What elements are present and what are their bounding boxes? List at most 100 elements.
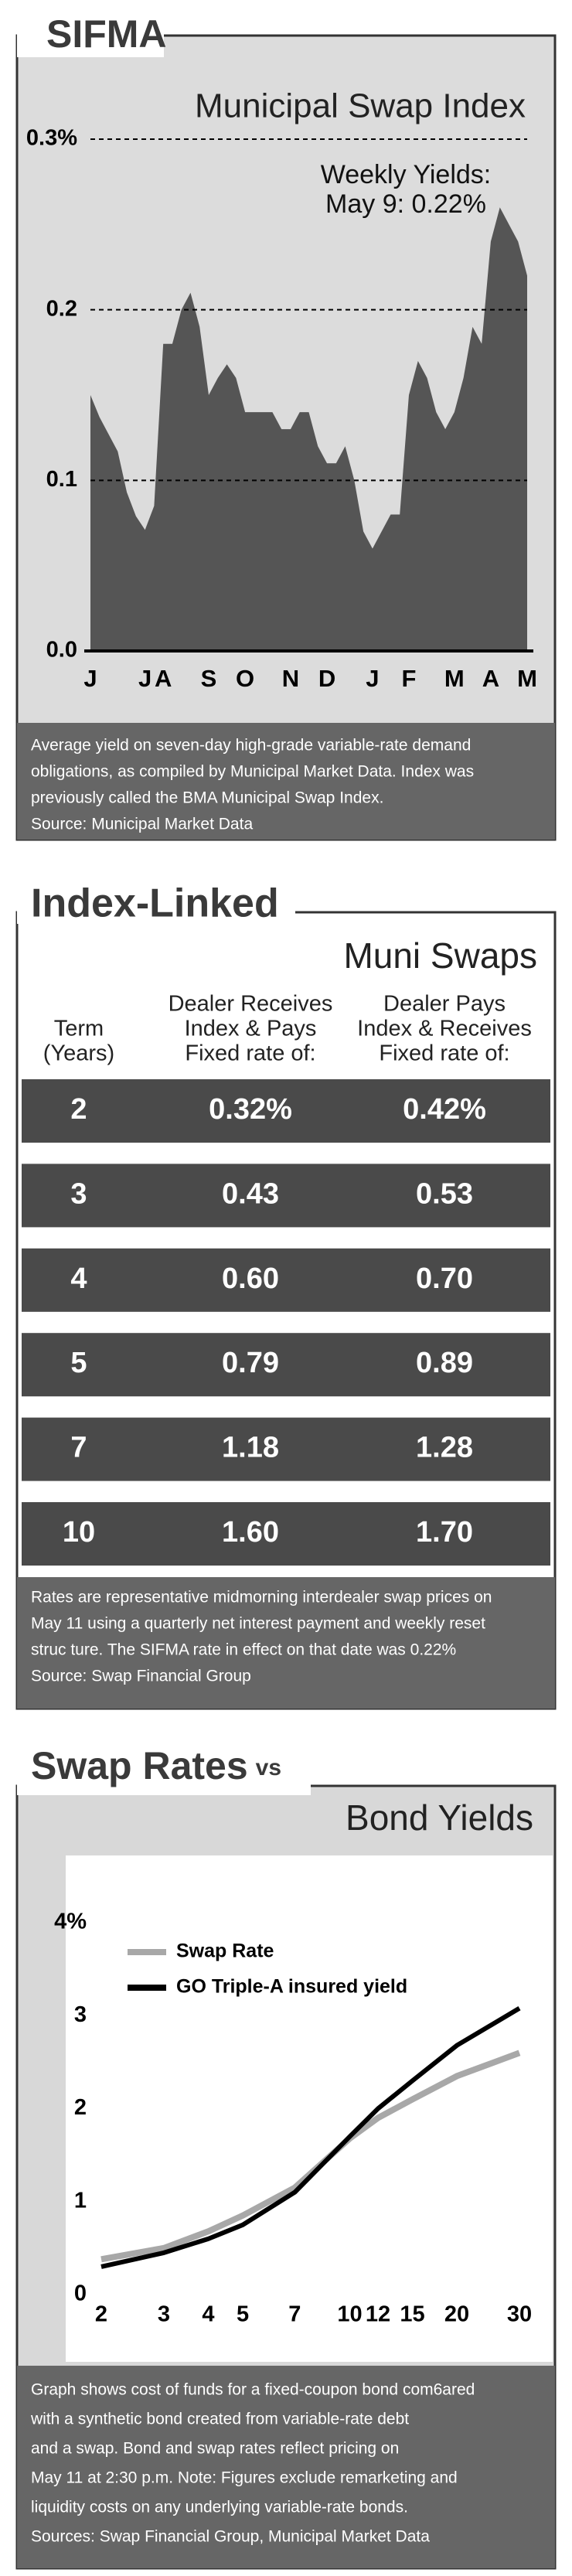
x-tick-label: F <box>402 665 417 692</box>
y-tick-label: 3 <box>74 2002 87 2027</box>
caption-line: Source: Swap Financial Group <box>31 1668 251 1685</box>
x-tick-label: A <box>482 665 499 692</box>
caption-box <box>17 2366 555 2568</box>
title-suffix: vs <box>256 1755 281 1780</box>
annotation: May 9: 0.22% <box>325 189 486 219</box>
table-row <box>22 1417 550 1481</box>
caption-line: Rates are representative midmorning inte… <box>31 1589 492 1607</box>
caption-line: Sources: Swap Financial Group, Municipal… <box>31 2528 430 2546</box>
x-tick-label: 3 <box>158 2302 170 2327</box>
y-tick-label: 1 <box>74 2188 87 2213</box>
y-tick-label: 0.1 <box>46 467 77 492</box>
title-main: Swap Rates <box>31 1744 248 1787</box>
series-line <box>100 2006 521 2269</box>
column-header: Index & Receives <box>357 1017 532 1041</box>
x-tick-label: 30 <box>507 2302 532 2327</box>
caption-line: May 11 at 2:30 p.m. Note: Figures exclud… <box>31 2469 458 2487</box>
column-header: Dealer Pays <box>383 992 506 1017</box>
x-tick-label: M <box>444 665 465 692</box>
caption-line: with a synthetic bond created from varia… <box>30 2411 409 2428</box>
table-cell: 4 <box>70 1262 87 1295</box>
table-row <box>22 1502 550 1566</box>
column-header: Term <box>54 1017 104 1041</box>
table-cell: 1.70 <box>416 1516 473 1549</box>
x-tick-label: 5 <box>237 2302 249 2327</box>
y-tick-label: 0.2 <box>46 296 77 321</box>
table-row <box>22 1333 550 1397</box>
x-tick-label: 15 <box>400 2302 424 2327</box>
caption-line: Average yield on seven-day high-grade va… <box>31 737 471 755</box>
area <box>90 207 527 651</box>
x-tick-label: O <box>236 665 254 692</box>
title-backing <box>17 11 164 57</box>
chart-subtitle: Bond Yields <box>346 1797 533 1838</box>
table-row <box>22 1079 550 1143</box>
table-cell: 1.18 <box>222 1432 279 1464</box>
annotation: Weekly Yields: <box>321 160 491 189</box>
table-subtitle: Muni Swaps <box>343 935 537 976</box>
x-tick-label: 12 <box>366 2302 390 2327</box>
table-cell: 0.89 <box>416 1347 473 1379</box>
y-tick-label: 0.3% <box>26 126 77 151</box>
caption-line: Graph shows cost of funds for a fixed-co… <box>31 2381 475 2399</box>
table-cell: 1.60 <box>222 1516 279 1549</box>
caption-line: struc ture. The SIFMA rate in effect on … <box>31 1641 456 1659</box>
table-cell: 1.28 <box>416 1432 473 1464</box>
x-tick-label: 7 <box>288 2302 301 2327</box>
table-title: Index-Linked <box>31 881 279 926</box>
x-tick-label: 4 <box>202 2302 214 2327</box>
column-header: Fixed rate of: <box>379 1041 509 1066</box>
table-cell: 10 <box>63 1516 95 1549</box>
y-tick-label: 4% <box>54 1910 87 1934</box>
legend-label: GO Triple-A insured yield <box>176 1976 407 1998</box>
x-tick-label: 10 <box>337 2302 362 2327</box>
chart-title: Swap Rates vs <box>31 1744 281 1787</box>
x-tick-label: J <box>366 665 379 692</box>
table-cell: 5 <box>70 1347 87 1379</box>
table-cell: 0.79 <box>222 1347 279 1379</box>
x-tick-label: N <box>282 665 299 692</box>
caption-box <box>17 1577 555 1709</box>
caption-line: May 11 using a quarterly net interest pa… <box>31 1615 485 1633</box>
y-tick-label: 0.0 <box>46 638 77 663</box>
x-tick-label: D <box>318 665 335 692</box>
column-header: Fixed rate of: <box>185 1041 315 1066</box>
y-tick-label: 0 <box>74 2281 87 2306</box>
x-tick-label: 20 <box>444 2302 469 2327</box>
x-tick-label: A <box>155 665 172 692</box>
column-header: Index & Pays <box>185 1017 317 1041</box>
table-cell: 0.32% <box>209 1093 292 1126</box>
table-cell: 3 <box>70 1177 87 1210</box>
table-row <box>22 1248 550 1312</box>
x-tick-label: M <box>517 665 537 692</box>
caption-line: previously called the BMA Municipal Swap… <box>31 789 383 807</box>
caption-line: Source: Municipal Market Data <box>31 816 253 833</box>
x-tick-label: J <box>83 665 97 692</box>
caption-line: obligations, as compiled by Municipal Ma… <box>31 763 474 781</box>
caption-line: liquidity costs on any underlying variab… <box>31 2499 408 2516</box>
x-tick-label: J <box>138 665 152 692</box>
caption-box <box>17 723 555 840</box>
column-header: (Years) <box>43 1041 114 1066</box>
plot-box <box>66 1855 553 2362</box>
table-cell: 0.43 <box>222 1177 279 1210</box>
table-cell: 0.70 <box>416 1262 473 1295</box>
table-cell: 0.42% <box>403 1093 486 1126</box>
x-tick-label: 2 <box>95 2302 107 2327</box>
table-cell: 0.60 <box>222 1262 279 1295</box>
y-tick-label: 2 <box>74 2095 87 2120</box>
table-row <box>22 1164 550 1228</box>
table-cell: 2 <box>70 1093 87 1126</box>
table-cell: 7 <box>70 1432 87 1464</box>
title-backing <box>17 1749 311 1795</box>
chart-title: SIFMA <box>46 12 167 56</box>
legend-label: Swap Rate <box>176 1941 274 1962</box>
table-cell: 0.53 <box>416 1177 473 1210</box>
column-header: Dealer Receives <box>169 992 333 1017</box>
chart-subtitle: Municipal Swap Index <box>195 87 526 125</box>
caption-line: and a swap. Bond and swap rates reflect … <box>31 2440 399 2458</box>
x-tick-label: S <box>201 665 217 692</box>
title-backing <box>17 877 295 924</box>
